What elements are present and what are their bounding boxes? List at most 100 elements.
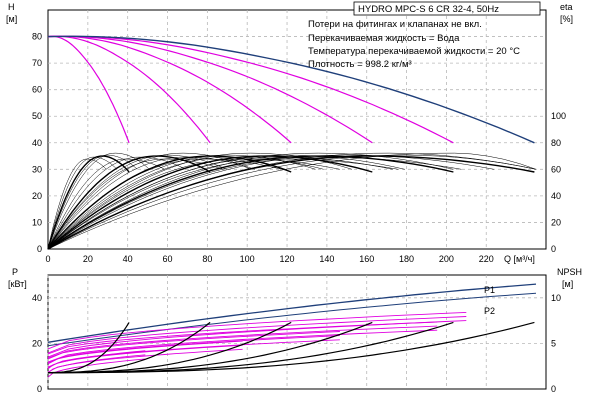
efficiency-curve-variant — [47, 154, 537, 250]
flow-tick-label: 220 — [479, 254, 494, 264]
info-line-fittings: Потери на фитингах и клапанах не вкл. — [308, 19, 482, 30]
curves-layer — [47, 35, 537, 378]
flow-tick-label: 100 — [240, 254, 255, 264]
power-curve-partial — [47, 335, 340, 364]
power-curve-partial — [47, 358, 146, 378]
flow-tick-label: 200 — [439, 254, 454, 264]
flow-tick-label: 80 — [202, 254, 212, 264]
npsh-curve — [48, 321, 292, 374]
efficiency-curve — [47, 155, 130, 250]
info-line-temperature: Температура перекачиваемой жидкости = 20… — [308, 46, 520, 57]
efficiency-curve-variant — [47, 154, 494, 250]
efficiency-curve-variant — [47, 152, 454, 250]
power-curve-partial — [47, 339, 340, 368]
npsh-curve — [48, 321, 454, 374]
npsh-tick-label: 5 — [551, 338, 556, 348]
head-curve — [47, 35, 454, 144]
efficiency-curve-variant — [47, 156, 393, 250]
efficiency-tick-label: 60 — [551, 164, 561, 174]
flow-axis-label: Q [м³/ч] — [504, 254, 535, 264]
efficiency-axis-unit: [%] — [560, 14, 573, 24]
head-axis-unit: [м] — [6, 14, 17, 24]
flow-tick-label: 60 — [163, 254, 173, 264]
power-curve-p1 — [47, 283, 537, 343]
head-curve — [47, 35, 535, 144]
power-tick-label: 40 — [32, 293, 42, 303]
power-curve-partial — [47, 348, 243, 373]
head-axis-label: H — [8, 2, 15, 12]
efficiency-curve — [47, 155, 454, 250]
flow-tick-label: 140 — [319, 254, 334, 264]
efficiency-curve-variant — [47, 156, 186, 250]
efficiency-curve-variant — [47, 156, 118, 250]
power-curve-partial — [47, 340, 243, 365]
efficiency-curve-variant — [47, 156, 324, 250]
ticks-layer: 0 20 40 60 80 100 120 140 160 180 200 2200102030405… — [32, 32, 566, 394]
efficiency-curve-variant — [47, 158, 340, 250]
efficiency-tick-label: 80 — [551, 138, 561, 148]
efficiency-curve-variant — [47, 158, 399, 250]
power-curve-partial — [47, 344, 243, 369]
efficiency-curve-variant — [47, 156, 462, 250]
efficiency-curve-variant — [47, 152, 251, 250]
flow-tick-label: 0 — [45, 254, 50, 264]
power-curve-partial — [47, 311, 467, 350]
efficiency-curve — [47, 155, 292, 250]
npsh-tick-label: 0 — [551, 384, 556, 394]
head-tick-label: 40 — [32, 138, 42, 148]
head-curve — [47, 35, 292, 144]
chart-title: HYDRO MPC-S 6 CR 32-4, 50Hz — [358, 4, 499, 15]
npsh-axis-unit: [м] — [562, 279, 573, 289]
head-tick-label: 30 — [32, 164, 42, 174]
performance-plot-frame — [47, 9, 547, 250]
efficiency-curve-variant — [47, 158, 107, 250]
head-curve — [47, 35, 130, 144]
head-tick-label: 10 — [32, 217, 42, 227]
power-tick-label: 0 — [37, 384, 42, 394]
head-tick-label: 70 — [32, 58, 42, 68]
head-tick-label: 50 — [32, 111, 42, 121]
efficiency-curve-variant — [47, 158, 282, 250]
power-tick-label: 20 — [32, 338, 42, 348]
efficiency-curve-variant — [47, 154, 138, 250]
npsh-tick-label: 10 — [551, 293, 561, 303]
grid-layer — [47, 10, 546, 389]
head-tick-label: 20 — [32, 191, 42, 201]
power-curve-partial — [47, 329, 438, 363]
series-label-p2: P2 — [484, 306, 495, 316]
title-box — [353, 1, 541, 16]
efficiency-curve-variant — [47, 152, 150, 250]
npsh-axis-label: NPSH — [557, 267, 582, 277]
power-axis-unit: [кВт] — [8, 279, 27, 289]
head-tick-label: 0 — [37, 244, 42, 254]
efficiency-curve — [47, 155, 535, 250]
head-curve — [47, 35, 211, 144]
efficiency-curve-variant — [47, 158, 224, 250]
npsh-curve — [48, 321, 535, 374]
flow-tick-label: 160 — [359, 254, 374, 264]
flow-tick-label: 120 — [280, 254, 295, 264]
power-curve-partial — [47, 320, 467, 358]
flow-tick-label: 180 — [399, 254, 414, 264]
head-tick-label: 60 — [32, 85, 42, 95]
power-axis-label: P — [12, 267, 18, 277]
efficiency-curve-variant — [47, 154, 227, 250]
efficiency-tick-label: 20 — [551, 217, 561, 227]
efficiency-tick-label: 0 — [551, 244, 556, 254]
flow-tick-label: 40 — [123, 254, 133, 264]
series-label-p1: P1 — [484, 285, 495, 295]
info-line-liquid: Перекачиваемая жидкость = Вода — [308, 33, 460, 44]
info-line-density: Плотность = 998.2 кг/м³ — [308, 59, 412, 70]
head-tick-label: 80 — [32, 32, 42, 42]
power-curve-partial — [47, 331, 340, 360]
head-curve — [47, 35, 373, 144]
efficiency-tick-label: 100 — [551, 111, 566, 121]
power-curve-p2 — [47, 292, 537, 347]
efficiency-curve-variant — [47, 152, 537, 250]
efficiency-tick-label: 40 — [551, 191, 561, 201]
flow-tick-label: 20 — [83, 254, 93, 264]
efficiency-axis-label: eta — [560, 2, 573, 12]
efficiency-curve-variant — [47, 154, 405, 250]
